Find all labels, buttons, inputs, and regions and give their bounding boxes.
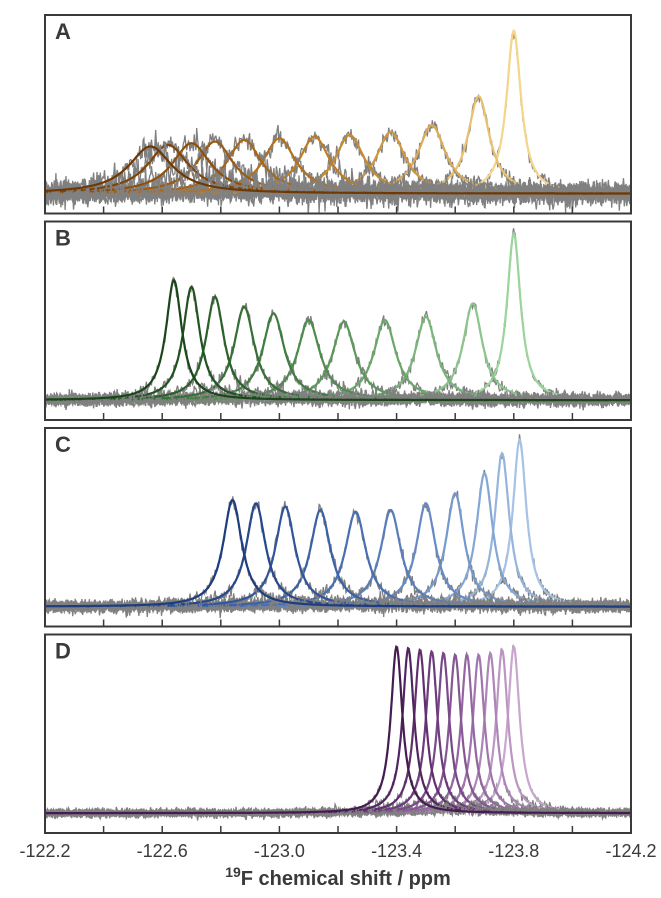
spectrum-data-trace bbox=[45, 652, 631, 819]
spectrum-data-trace bbox=[45, 655, 631, 819]
spectrum-fit-trace bbox=[45, 234, 631, 401]
panel-label: B bbox=[55, 226, 71, 251]
panel-B: B bbox=[45, 222, 631, 421]
panel-label: A bbox=[55, 19, 71, 44]
panel-A: A bbox=[45, 15, 631, 214]
spectrum-data-trace bbox=[45, 652, 631, 819]
spectrum-fit-trace bbox=[45, 655, 631, 813]
spectrum-data-trace bbox=[45, 650, 631, 818]
spectrum-data-trace bbox=[45, 228, 631, 407]
spectrum-data-trace bbox=[45, 653, 631, 818]
spectrum-fit-trace bbox=[45, 650, 631, 813]
spectrum-fit-trace bbox=[45, 655, 631, 813]
spectrum-fit-trace bbox=[45, 647, 631, 814]
spectrum-fit-trace bbox=[45, 653, 631, 813]
panel-label: D bbox=[55, 639, 71, 664]
x-tick-label: -123.4 bbox=[371, 841, 422, 861]
x-tick-label: -123.8 bbox=[488, 841, 539, 861]
x-tick-label: -122.2 bbox=[19, 841, 70, 861]
spectrum-fit-trace bbox=[45, 440, 631, 607]
spectrum-fit-trace bbox=[45, 652, 631, 813]
x-tick-label: -123.0 bbox=[254, 841, 305, 861]
spectrum-data-trace bbox=[45, 647, 631, 818]
spectrum-data-trace bbox=[45, 651, 631, 818]
spectrum-fit-trace bbox=[45, 287, 631, 400]
spectrum-fit-trace bbox=[45, 453, 631, 606]
spectrum-fit-trace bbox=[45, 647, 631, 813]
spectrum-data-trace bbox=[45, 647, 631, 820]
spectrum-fit-trace bbox=[45, 655, 631, 813]
spectrum-fit-trace bbox=[45, 648, 631, 813]
spectrum-fit-trace bbox=[45, 280, 631, 400]
spectrum-data-trace bbox=[45, 649, 631, 821]
panel-label: C bbox=[55, 432, 71, 457]
spectrum-data-trace bbox=[45, 655, 631, 818]
panel-C: C bbox=[45, 428, 631, 627]
spectrum-fit-trace bbox=[45, 653, 631, 813]
spectrum-fit-trace bbox=[45, 650, 631, 813]
panel-D: D bbox=[45, 635, 631, 834]
x-tick-label: -124.2 bbox=[605, 841, 656, 861]
figure-container: A B C D -122.2 -122.6 -123.0 -123.4 -123.8 -124.2… bbox=[0, 0, 661, 898]
x-tick-label: -122.6 bbox=[137, 841, 188, 861]
x-axis-label: 19F chemical shift / ppm bbox=[225, 864, 451, 890]
spectrum-data-trace bbox=[45, 648, 631, 819]
